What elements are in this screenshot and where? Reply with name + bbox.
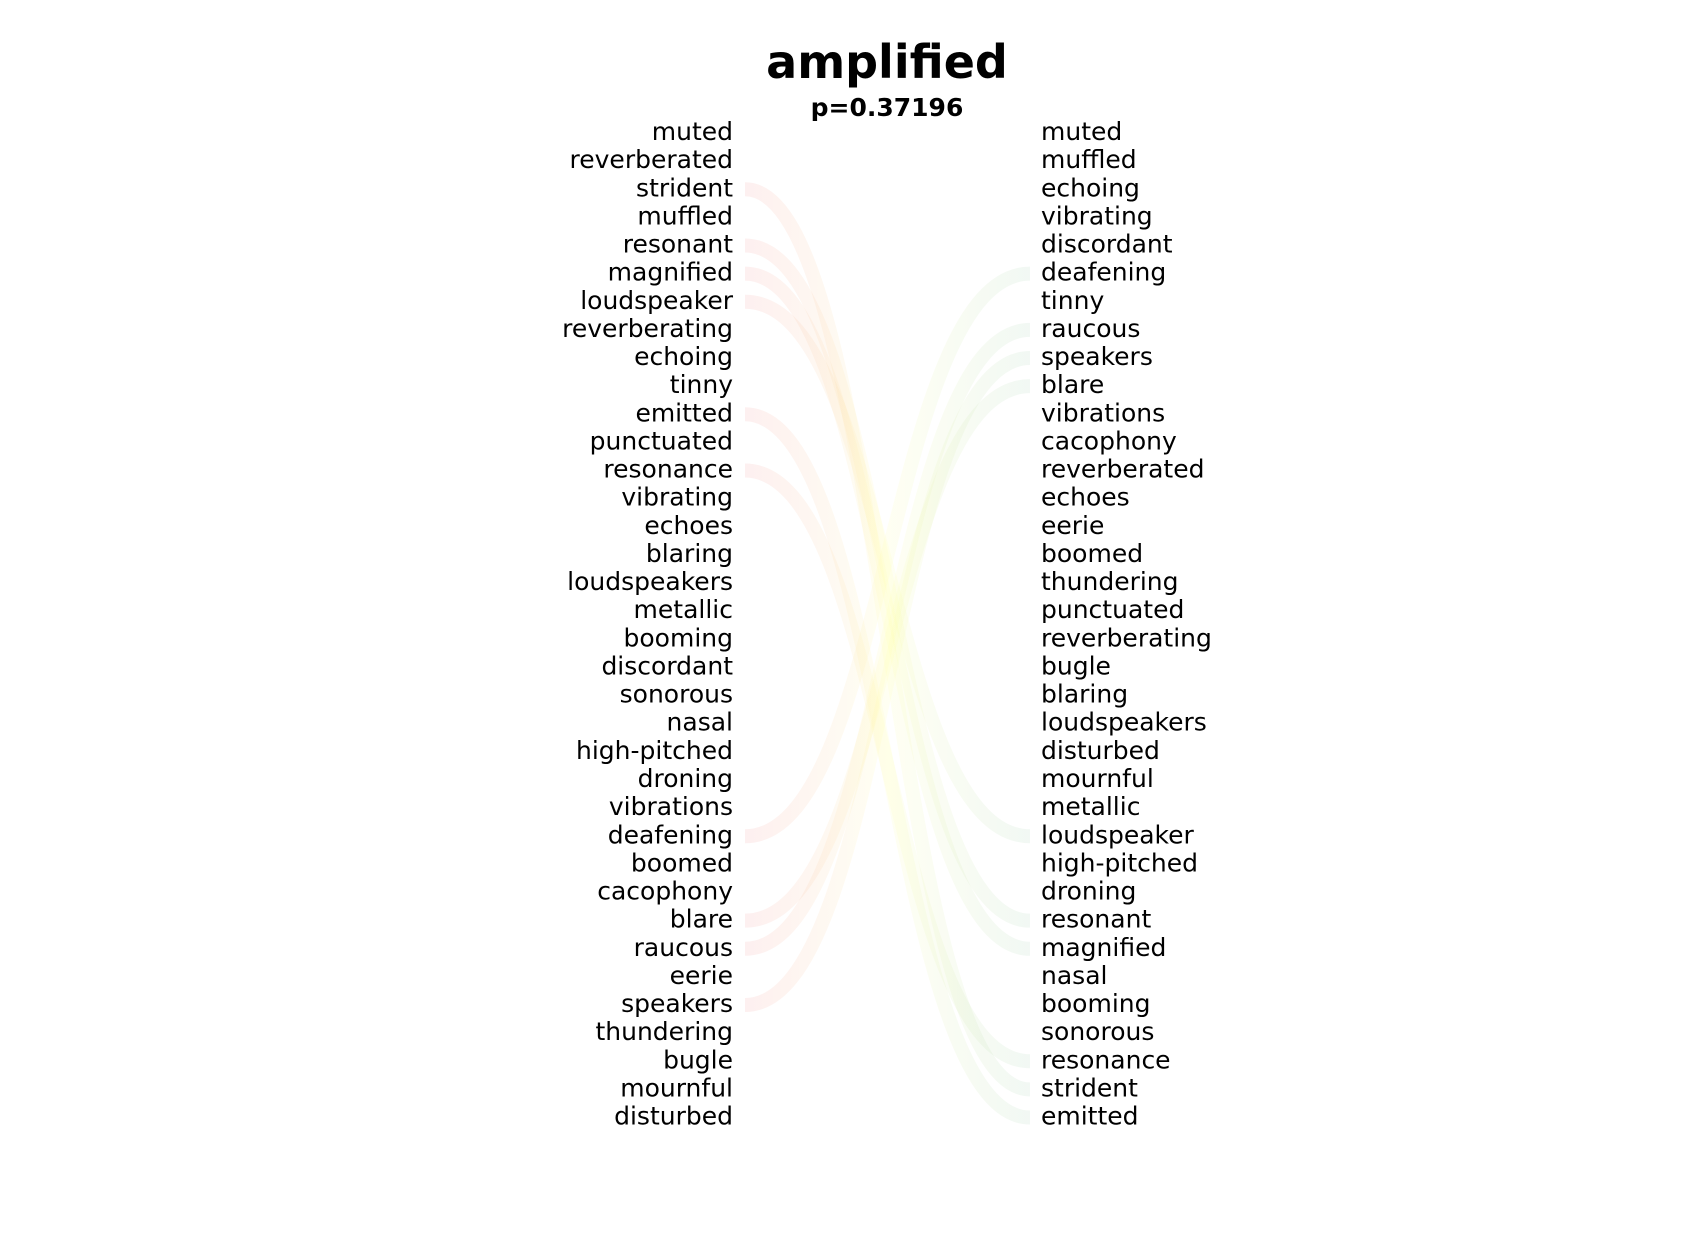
left-label-resonant: resonant: [623, 230, 733, 259]
right-label-mournful: mournful: [1041, 764, 1154, 793]
right-label-echoes: echoes: [1041, 483, 1130, 512]
left-label-loudspeaker: loudspeaker: [580, 286, 734, 315]
left-label-echoes: echoes: [644, 511, 733, 540]
right-label-blaring: blaring: [1041, 680, 1128, 709]
right-label-boomed: boomed: [1041, 539, 1143, 568]
right-label-nasal: nasal: [1041, 961, 1107, 990]
left-label-echoing: echoing: [634, 342, 733, 371]
left-label-speakers: speakers: [621, 989, 733, 1018]
right-label-loudspeakers: loudspeakers: [1041, 708, 1207, 737]
left-label-boomed: boomed: [631, 848, 733, 877]
right-label-bugle: bugle: [1041, 651, 1111, 680]
left-label-resonance: resonance: [603, 455, 733, 484]
right-label-metallic: metallic: [1041, 792, 1140, 821]
right-label-thundering: thundering: [1041, 567, 1179, 596]
chart-subtitle: p=0.37196: [811, 93, 964, 122]
right-label-high-pitched: high-pitched: [1041, 848, 1198, 877]
chart-title: amplified: [766, 35, 1008, 89]
left-label-raucous: raucous: [634, 933, 733, 962]
right-label-muffled: muffled: [1041, 145, 1137, 174]
right-label-strident: strident: [1041, 1073, 1138, 1102]
left-label-blare: blare: [670, 905, 733, 934]
left-label-discordant: discordant: [601, 651, 733, 680]
left-label-high-pitched: high-pitched: [576, 736, 733, 765]
right-label-eerie: eerie: [1041, 511, 1104, 540]
right-label-blare: blare: [1041, 370, 1104, 399]
left-label-muffled: muffled: [637, 201, 733, 230]
right-label-disturbed: disturbed: [1041, 736, 1160, 765]
right-label-sonorous: sonorous: [1041, 1017, 1154, 1046]
right-label-echoing: echoing: [1041, 173, 1140, 202]
right-label-speakers: speakers: [1041, 342, 1153, 371]
right-label-resonance: resonance: [1041, 1045, 1171, 1074]
left-label-strident: strident: [636, 173, 733, 202]
right-label-tinny: tinny: [1041, 286, 1104, 315]
left-label-mournful: mournful: [620, 1073, 733, 1102]
left-label-punctuated: punctuated: [590, 426, 733, 455]
right-label-reverberating: reverberating: [1041, 623, 1212, 652]
curve-raucous: [744, 322, 1031, 956]
right-label-reverberated: reverberated: [1041, 455, 1204, 484]
left-label-droning: droning: [638, 764, 733, 793]
right-label-raucous: raucous: [1041, 314, 1140, 343]
left-label-reverberating: reverberating: [562, 314, 733, 343]
curve-speakers: [744, 351, 1031, 1013]
right-label-muted: muted: [1041, 117, 1122, 146]
right-label-deafening: deafening: [1041, 258, 1166, 287]
left-label-deafening: deafening: [608, 820, 733, 849]
left-label-metallic: metallic: [634, 595, 733, 624]
left-label-eerie: eerie: [670, 961, 733, 990]
left-label-blaring: blaring: [646, 539, 733, 568]
right-label-vibrating: vibrating: [1041, 201, 1153, 230]
left-label-booming: booming: [624, 623, 733, 652]
right-ranking-labels: mutedmuffledechoingvibratingdiscordantde…: [1041, 117, 1212, 1131]
left-label-sonorous: sonorous: [620, 680, 733, 709]
left-label-bugle: bugle: [663, 1045, 733, 1074]
right-label-cacophony: cacophony: [1041, 426, 1177, 455]
curve-deafening: [744, 266, 1031, 844]
right-label-magnified: magnified: [1041, 933, 1166, 962]
left-label-cacophony: cacophony: [597, 877, 733, 906]
right-label-droning: droning: [1041, 877, 1136, 906]
right-label-emitted: emitted: [1041, 1102, 1139, 1131]
right-label-resonant: resonant: [1041, 905, 1151, 934]
right-label-booming: booming: [1041, 989, 1150, 1018]
left-label-muted: muted: [652, 117, 733, 146]
left-ranking-labels: mutedreverberatedstridentmuffledresonant…: [562, 117, 734, 1131]
right-label-loudspeaker: loudspeaker: [1041, 820, 1195, 849]
left-label-disturbed: disturbed: [614, 1102, 733, 1131]
left-label-nasal: nasal: [667, 708, 733, 737]
connection-curves: [744, 182, 1031, 1125]
right-label-punctuated: punctuated: [1041, 595, 1184, 624]
left-label-emitted: emitted: [635, 398, 733, 427]
left-label-vibrating: vibrating: [621, 483, 733, 512]
left-label-thundering: thundering: [595, 1017, 733, 1046]
left-label-tinny: tinny: [670, 370, 733, 399]
left-label-vibrations: vibrations: [609, 792, 733, 821]
left-label-magnified: magnified: [608, 258, 733, 287]
left-label-loudspeakers: loudspeakers: [567, 567, 733, 596]
left-label-reverberated: reverberated: [570, 145, 733, 174]
right-label-discordant: discordant: [1041, 230, 1173, 259]
right-label-vibrations: vibrations: [1041, 398, 1165, 427]
curve-resonance: [744, 463, 1031, 1069]
